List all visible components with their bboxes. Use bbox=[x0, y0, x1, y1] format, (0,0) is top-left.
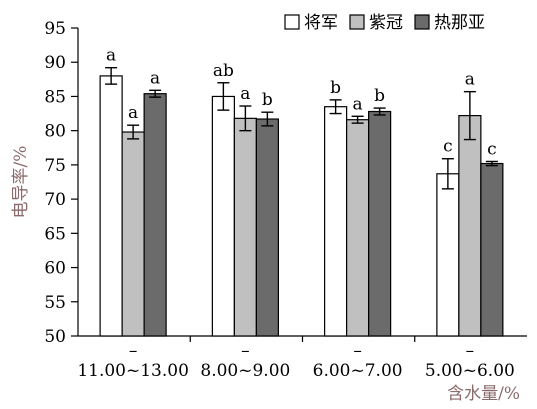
y-tick-label: 50 bbox=[44, 327, 66, 347]
legend-swatch bbox=[414, 14, 430, 30]
significance-label: c bbox=[443, 137, 453, 157]
legend-swatch bbox=[349, 14, 365, 30]
bar bbox=[480, 162, 504, 337]
y-tick-label: 85 bbox=[44, 87, 66, 107]
bar bbox=[143, 93, 167, 337]
bar bbox=[368, 110, 392, 337]
bar bbox=[346, 119, 370, 337]
significance-label: b bbox=[374, 86, 385, 106]
x-tick-label: 5.00~6.00 bbox=[425, 361, 515, 381]
y-tick-label: 55 bbox=[44, 293, 66, 313]
bar bbox=[255, 118, 279, 337]
legend-swatch bbox=[284, 14, 300, 30]
significance-label: ab bbox=[213, 61, 234, 81]
significance-label: a bbox=[150, 68, 160, 88]
x-tick-dash: – bbox=[129, 341, 138, 361]
significance-label: a bbox=[353, 94, 363, 114]
y-tick-label: 75 bbox=[44, 156, 66, 176]
significance-label: c bbox=[487, 139, 497, 159]
significance-label: a bbox=[106, 46, 116, 66]
x-tick-dash: – bbox=[466, 341, 475, 361]
bar bbox=[211, 95, 235, 337]
significance-label: a bbox=[240, 84, 250, 104]
bar bbox=[99, 75, 123, 337]
significance-label: a bbox=[465, 70, 475, 90]
bar bbox=[458, 115, 482, 337]
x-tick-label: 11.00~13.00 bbox=[77, 361, 189, 381]
x-tick-label: 6.00~7.00 bbox=[313, 361, 403, 381]
legend: 将军 紫冠 热那亚 bbox=[284, 13, 485, 33]
significance-label: b bbox=[330, 78, 341, 98]
bar bbox=[121, 131, 145, 337]
legend-label: 紫冠 bbox=[369, 13, 403, 33]
x-tick-label: 8.00~9.00 bbox=[200, 361, 290, 381]
y-tick-label: 90 bbox=[44, 53, 66, 73]
bar bbox=[436, 173, 460, 337]
bar bbox=[324, 106, 348, 337]
y-tick-label: 80 bbox=[44, 122, 66, 142]
y-tick-label: 95 bbox=[44, 19, 66, 39]
x-tick-dash: – bbox=[353, 341, 362, 361]
bar bbox=[233, 117, 257, 337]
x-tick-dash: – bbox=[241, 341, 250, 361]
significance-label: b bbox=[262, 90, 273, 110]
axes: 5055606570758085909511.00~13.00–8.00~9.0… bbox=[44, 19, 527, 381]
legend-label: 将军 bbox=[304, 13, 338, 33]
x-axis-title: 含水量/% bbox=[447, 384, 520, 404]
significance-label: a bbox=[128, 103, 138, 123]
y-axis-title: 电导率/% bbox=[11, 146, 31, 219]
y-tick-label: 70 bbox=[44, 190, 66, 210]
legend-label: 热那亚 bbox=[434, 13, 485, 33]
y-tick-label: 65 bbox=[44, 224, 66, 244]
y-tick-label: 60 bbox=[44, 259, 66, 279]
